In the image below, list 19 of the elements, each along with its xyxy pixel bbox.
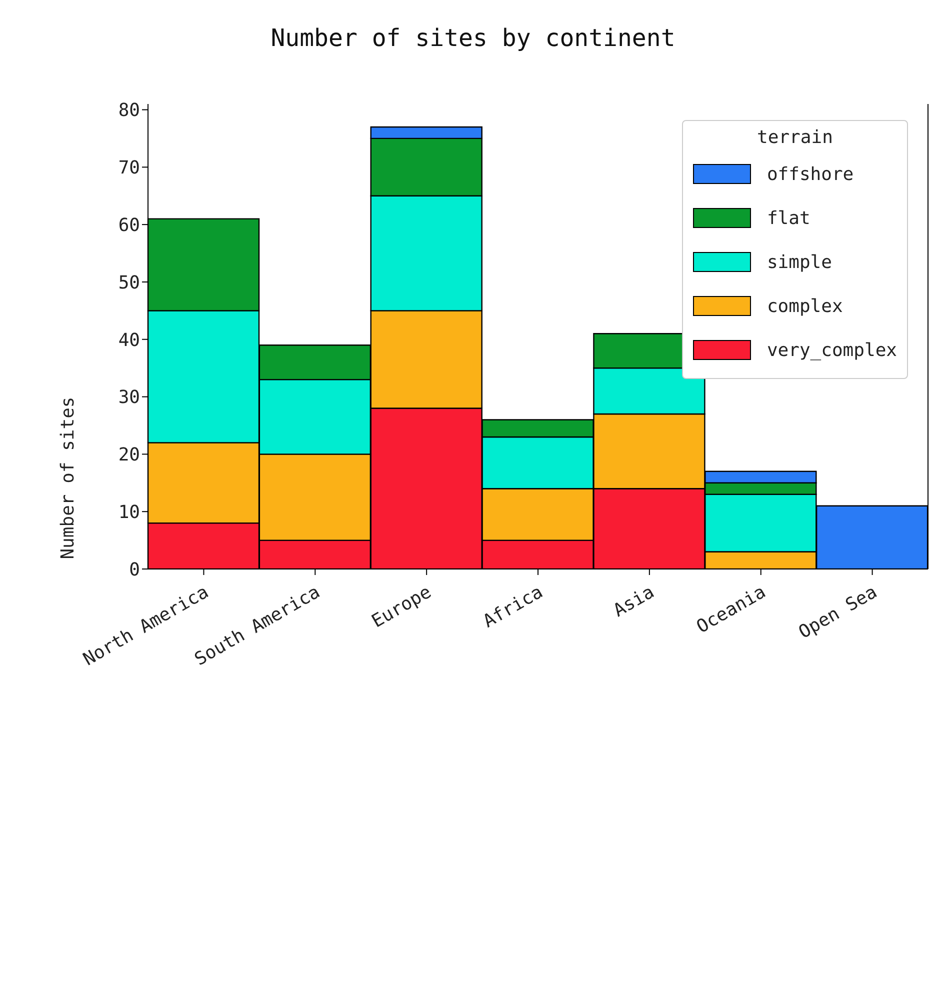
y-tick-label: 40: [118, 330, 140, 351]
x-tick-label: Open Sea: [795, 582, 881, 644]
y-tick-label: 70: [118, 158, 140, 179]
y-tick-label: 20: [118, 444, 140, 466]
x-tick-label: Asia: [610, 582, 658, 622]
legend-label: simple: [766, 252, 832, 272]
legend-label: complex: [766, 296, 843, 316]
legend-label: very_complex: [766, 340, 897, 360]
y-tick-label: 50: [118, 272, 140, 294]
y-tick-label: 10: [118, 502, 140, 523]
y-tick-label: 30: [118, 387, 140, 408]
legend-title: terrain: [756, 127, 834, 148]
legend-label: flat: [766, 208, 810, 228]
y-tick-label: 60: [118, 214, 140, 236]
chart-title: Number of sites by continent: [270, 24, 676, 52]
y-tick-label: 0: [129, 559, 140, 580]
y-tick-label: 80: [118, 100, 140, 122]
y-axis-title: Number of sites: [58, 396, 78, 560]
legend-label: offshore: [766, 164, 854, 184]
